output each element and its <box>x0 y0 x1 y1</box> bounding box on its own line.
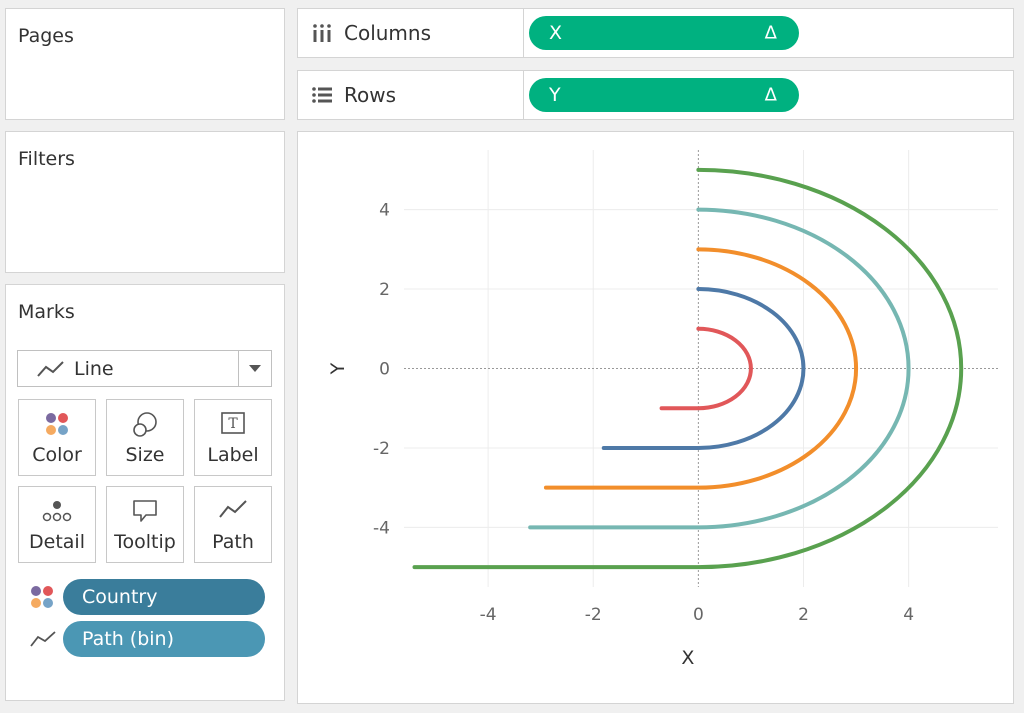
line-mark-icon <box>36 359 66 379</box>
line-chart: -4 -2 0 2 4 4 2 0 -2 -4 X Y <box>327 150 998 669</box>
size-button[interactable]: Size <box>106 399 184 476</box>
y-pill-label: Y <box>549 84 561 106</box>
x-tick-label: -2 <box>585 605 602 625</box>
path-line-icon <box>29 629 57 653</box>
path-button[interactable]: Path <box>194 486 272 563</box>
tooltip-button[interactable]: Tooltip <box>106 486 184 563</box>
x-tick-label: 4 <box>903 605 914 625</box>
size-button-label: Size <box>125 444 165 466</box>
color-dots-icon <box>30 585 54 613</box>
columns-label: Columns <box>344 21 432 45</box>
rows-shelf-label: Rows <box>298 71 524 119</box>
detail-button[interactable]: Detail <box>18 486 96 563</box>
path-bin-field-pill[interactable]: Path (bin) <box>63 621 265 657</box>
y-tick-label: -4 <box>373 518 390 538</box>
series-line <box>528 207 911 530</box>
pages-shelf[interactable]: Pages <box>5 8 285 120</box>
pages-title: Pages <box>18 25 74 47</box>
y-tick-label: -2 <box>373 439 390 459</box>
label-button[interactable]: T Label <box>194 399 272 476</box>
series-line <box>659 326 753 411</box>
y-measure-pill[interactable]: Y Δ <box>529 78 799 112</box>
series-line <box>412 167 964 570</box>
x-measure-pill[interactable]: X Δ <box>529 16 799 50</box>
mark-type-label: Line <box>74 357 114 380</box>
tooltip-button-label: Tooltip <box>114 531 176 553</box>
x-pill-label: X <box>549 22 563 44</box>
y-tick-label: 4 <box>379 201 390 221</box>
series-line <box>543 247 859 490</box>
size-circles-icon <box>131 411 159 444</box>
series-line <box>601 287 806 450</box>
path-button-label: Path <box>212 531 254 553</box>
columns-shelf-label: Columns <box>298 9 524 57</box>
color-dots-icon <box>44 411 70 442</box>
rows-icon <box>308 86 336 104</box>
delta-icon: Δ <box>764 22 777 44</box>
color-button[interactable]: Color <box>18 399 96 476</box>
y-tick-label: 0 <box>379 360 390 380</box>
top-strip <box>0 0 1024 6</box>
svg-text:T: T <box>228 416 238 432</box>
delta-icon: Δ <box>764 84 777 106</box>
x-tick-label: 0 <box>693 605 704 625</box>
filters-shelf[interactable]: Filters <box>5 131 285 273</box>
columns-icon <box>308 23 336 43</box>
x-tick-label: -4 <box>480 605 497 625</box>
label-t-icon: T <box>220 411 246 440</box>
filters-title: Filters <box>18 148 75 170</box>
rows-shelf[interactable]: Rows Y Δ <box>297 70 1014 120</box>
color-button-label: Color <box>32 444 82 466</box>
country-field-pill[interactable]: Country <box>63 579 265 615</box>
detail-dots-icon <box>42 498 72 529</box>
path-line-icon <box>218 498 248 525</box>
country-field-label: Country <box>82 586 158 608</box>
marks-title: Marks <box>18 301 75 323</box>
path-bin-field-label: Path (bin) <box>82 628 174 650</box>
rows-label: Rows <box>344 83 397 107</box>
label-button-label: Label <box>207 444 259 466</box>
tooltip-bubble-icon <box>131 498 159 529</box>
detail-button-label: Detail <box>29 531 85 553</box>
y-axis-title: Y <box>327 362 349 375</box>
chevron-down-icon[interactable] <box>238 351 271 386</box>
x-tick-label: 2 <box>798 605 809 625</box>
columns-shelf[interactable]: Columns X Δ <box>297 8 1014 58</box>
x-axis-title: X <box>681 647 694 669</box>
mark-type-dropdown[interactable]: Line <box>17 350 272 387</box>
view-canvas: -4 -2 0 2 4 4 2 0 -2 -4 X Y <box>297 131 1014 704</box>
y-tick-label: 2 <box>379 280 390 300</box>
